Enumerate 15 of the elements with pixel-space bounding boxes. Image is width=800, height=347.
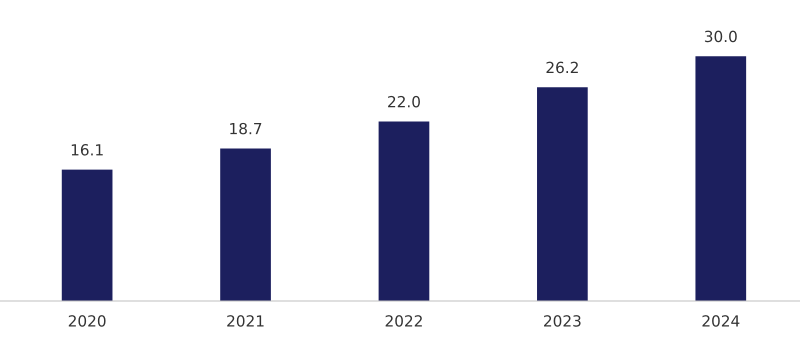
bar (220, 148, 271, 301)
data-label: 18.7 (230, 122, 262, 134)
x-tick-label: 2024 (702, 315, 740, 327)
data-label: 22.0 (388, 96, 420, 108)
x-tick-label: 2023 (544, 315, 581, 327)
bar (695, 56, 746, 301)
bar (62, 170, 112, 301)
bar (537, 87, 588, 301)
data-label: 30.0 (704, 30, 737, 42)
bar (378, 122, 430, 301)
x-tick-label: 2021 (227, 315, 264, 327)
data-label: 16.1 (72, 144, 103, 156)
data-label: 26.2 (546, 62, 578, 74)
x-tick-label: 2022 (386, 315, 422, 327)
x-tick-label: 2020 (68, 315, 106, 327)
